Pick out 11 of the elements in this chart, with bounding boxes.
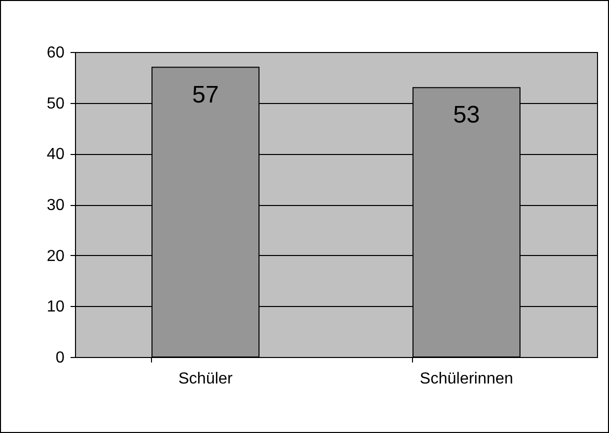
x-tick-label: Schülerinnen	[420, 370, 514, 388]
y-tick-label: 60	[46, 44, 65, 62]
y-tick-label: 0	[56, 350, 65, 366]
y-tick-label: 20	[46, 248, 65, 265]
y-tick-label: 10	[46, 298, 65, 316]
y-tick-label: 30	[46, 197, 65, 214]
data-label: 53	[453, 102, 480, 129]
y-tick-label: 40	[46, 146, 65, 164]
x-tick-label: Schüler	[178, 370, 234, 388]
y-tick-label: 50	[46, 95, 65, 112]
data-label: 57	[192, 81, 219, 108]
